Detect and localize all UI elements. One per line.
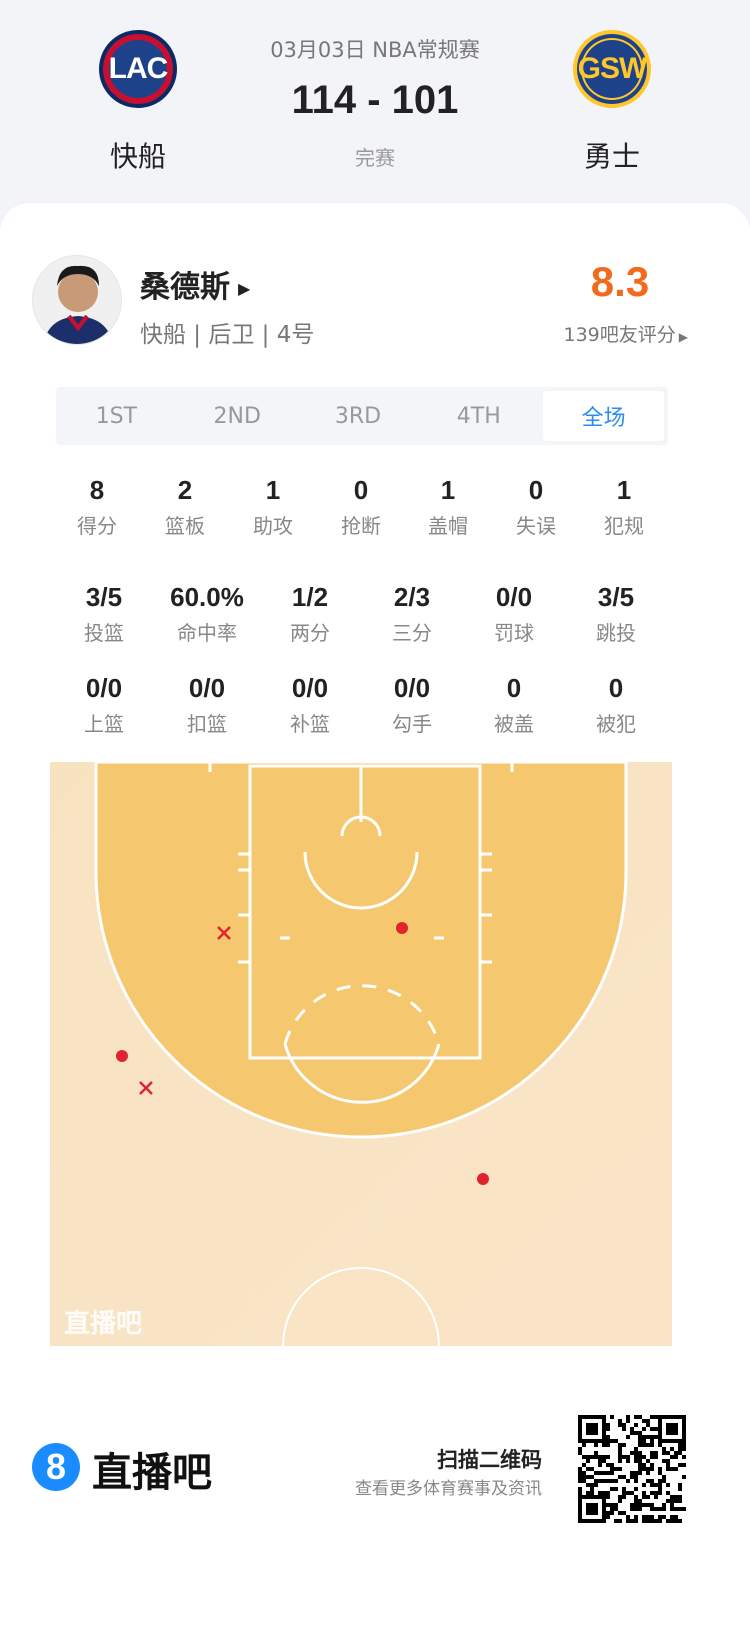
caret-right-icon: ▶ — [238, 279, 251, 298]
stat-1: 0/0 扣篮 — [157, 673, 257, 737]
stat-label: 犯规 — [604, 514, 644, 538]
stat-1: 2 篮板 — [135, 475, 235, 539]
shot-chart: 直播吧 — [50, 762, 672, 1346]
stat-5: 0 被犯 — [566, 673, 666, 737]
stat-6: 1 犯规 — [574, 475, 674, 539]
stat-0: 3/5 投篮 — [54, 582, 154, 646]
stat-4: 0 被盖 — [464, 673, 564, 737]
player-name: 桑德斯 — [140, 270, 230, 305]
stat-value: 1 — [265, 475, 281, 505]
stat-0: 8 得分 — [47, 475, 147, 539]
stat-0: 0/0 上篮 — [54, 673, 154, 737]
stat-2: 1 助攻 — [223, 475, 323, 539]
stat-value: 3/5 — [597, 582, 635, 612]
stat-label: 勾手 — [392, 712, 432, 736]
stat-value: 8 — [89, 475, 105, 505]
player-rating: 8.3 — [590, 258, 650, 305]
brand-icon: 8 — [32, 1443, 80, 1491]
stat-label: 失误 — [516, 514, 556, 538]
made-shot-marker — [116, 1050, 128, 1062]
match-date-league: 03月03日 NBA常规赛 — [270, 38, 480, 62]
missed-shot-marker — [217, 926, 231, 940]
tab-4th[interactable]: 4TH — [456, 403, 501, 429]
stat-value: 0 — [608, 673, 624, 703]
period-tabs: 1ST 2ND 3RD 4TH 全场 — [56, 387, 668, 445]
match-score: 114 - 101 — [291, 78, 459, 122]
tab-full-game[interactable]: 全场 — [543, 391, 664, 441]
stat-value: 0/0 — [393, 673, 431, 703]
stat-label: 得分 — [77, 514, 117, 538]
stat-value: 0/0 — [188, 673, 226, 703]
scan-qr-subtitle: 查看更多体育赛事及资讯 — [355, 1479, 542, 1499]
stat-label: 被犯 — [596, 712, 636, 736]
home-team-name: 快船 — [109, 140, 166, 173]
stat-label: 两分 — [290, 621, 330, 645]
stat-3: 0 抢断 — [311, 475, 411, 539]
stat-label: 篮板 — [165, 514, 205, 538]
player-avatar[interactable] — [32, 255, 122, 345]
player-info: 快船 | 后卫 | 4号 — [140, 322, 315, 348]
stat-value: 0/0 — [85, 673, 123, 703]
stat-label: 盖帽 — [428, 514, 468, 538]
stat-label: 补篮 — [290, 712, 330, 736]
away-team-name: 勇士 — [583, 140, 640, 173]
caret-right-icon: ▶ — [678, 330, 688, 344]
stat-value: 2 — [177, 475, 193, 505]
tab-2nd[interactable]: 2ND — [213, 403, 261, 429]
stat-value: 0 — [506, 673, 522, 703]
match-status: 完赛 — [355, 146, 395, 170]
missed-shot-marker — [139, 1081, 153, 1095]
stat-value: 3/5 — [85, 582, 123, 612]
stat-label: 助攻 — [253, 514, 293, 538]
rating-count: 139吧友评分 — [563, 324, 676, 346]
stat-4: 0/0 罚球 — [464, 582, 564, 646]
stat-value: 0/0 — [495, 582, 533, 612]
stat-label: 命中率 — [177, 621, 237, 645]
stat-label: 罚球 — [494, 621, 534, 645]
stat-value: 0/0 — [291, 673, 329, 703]
watermark-logo: 直播吧 — [64, 1309, 142, 1339]
made-shot-marker — [396, 922, 408, 934]
player-name-link[interactable]: 桑德斯 ▶ — [140, 262, 250, 306]
stat-label: 被盖 — [494, 712, 534, 736]
clippers-logo[interactable]: LAC — [99, 30, 177, 108]
stat-label: 跳投 — [596, 621, 636, 645]
stat-3: 0/0 勾手 — [362, 673, 462, 737]
stat-value: 60.0% — [170, 582, 244, 612]
tab-1st[interactable]: 1ST — [95, 403, 138, 429]
stat-value: 0 — [528, 475, 544, 505]
stat-value: 1 — [440, 475, 456, 505]
stat-4: 1 盖帽 — [398, 475, 498, 539]
stat-5: 3/5 跳投 — [566, 582, 666, 646]
stat-3: 2/3 三分 — [362, 582, 462, 646]
stat-2: 1/2 两分 — [260, 582, 360, 646]
qr-code[interactable] — [578, 1415, 686, 1523]
stat-value: 0 — [353, 475, 369, 505]
court-lines — [208, 762, 514, 1346]
stat-value: 1 — [616, 475, 632, 505]
tab-3rd[interactable]: 3RD — [334, 403, 382, 429]
rating-link[interactable]: 139吧友评分 ▶ — [530, 320, 689, 347]
brand-name: 直播吧 — [92, 1450, 212, 1496]
made-shot-marker — [477, 1173, 489, 1185]
stat-label: 扣篮 — [187, 712, 227, 736]
stat-label: 上篮 — [84, 712, 124, 736]
stat-5: 0 失误 — [486, 475, 586, 539]
stat-value: 2/3 — [393, 582, 431, 612]
stat-2: 0/0 补篮 — [260, 673, 360, 737]
stat-value: 1/2 — [291, 582, 329, 612]
stat-label: 投篮 — [84, 621, 124, 645]
warriors-logo[interactable]: GSW — [573, 30, 651, 108]
scan-qr-label: 扫描二维码 — [437, 1448, 542, 1472]
stat-1: 60.0% 命中率 — [157, 582, 257, 646]
stat-label: 抢断 — [341, 514, 381, 538]
three-point-area — [94, 762, 628, 1139]
stat-label: 三分 — [392, 621, 432, 645]
